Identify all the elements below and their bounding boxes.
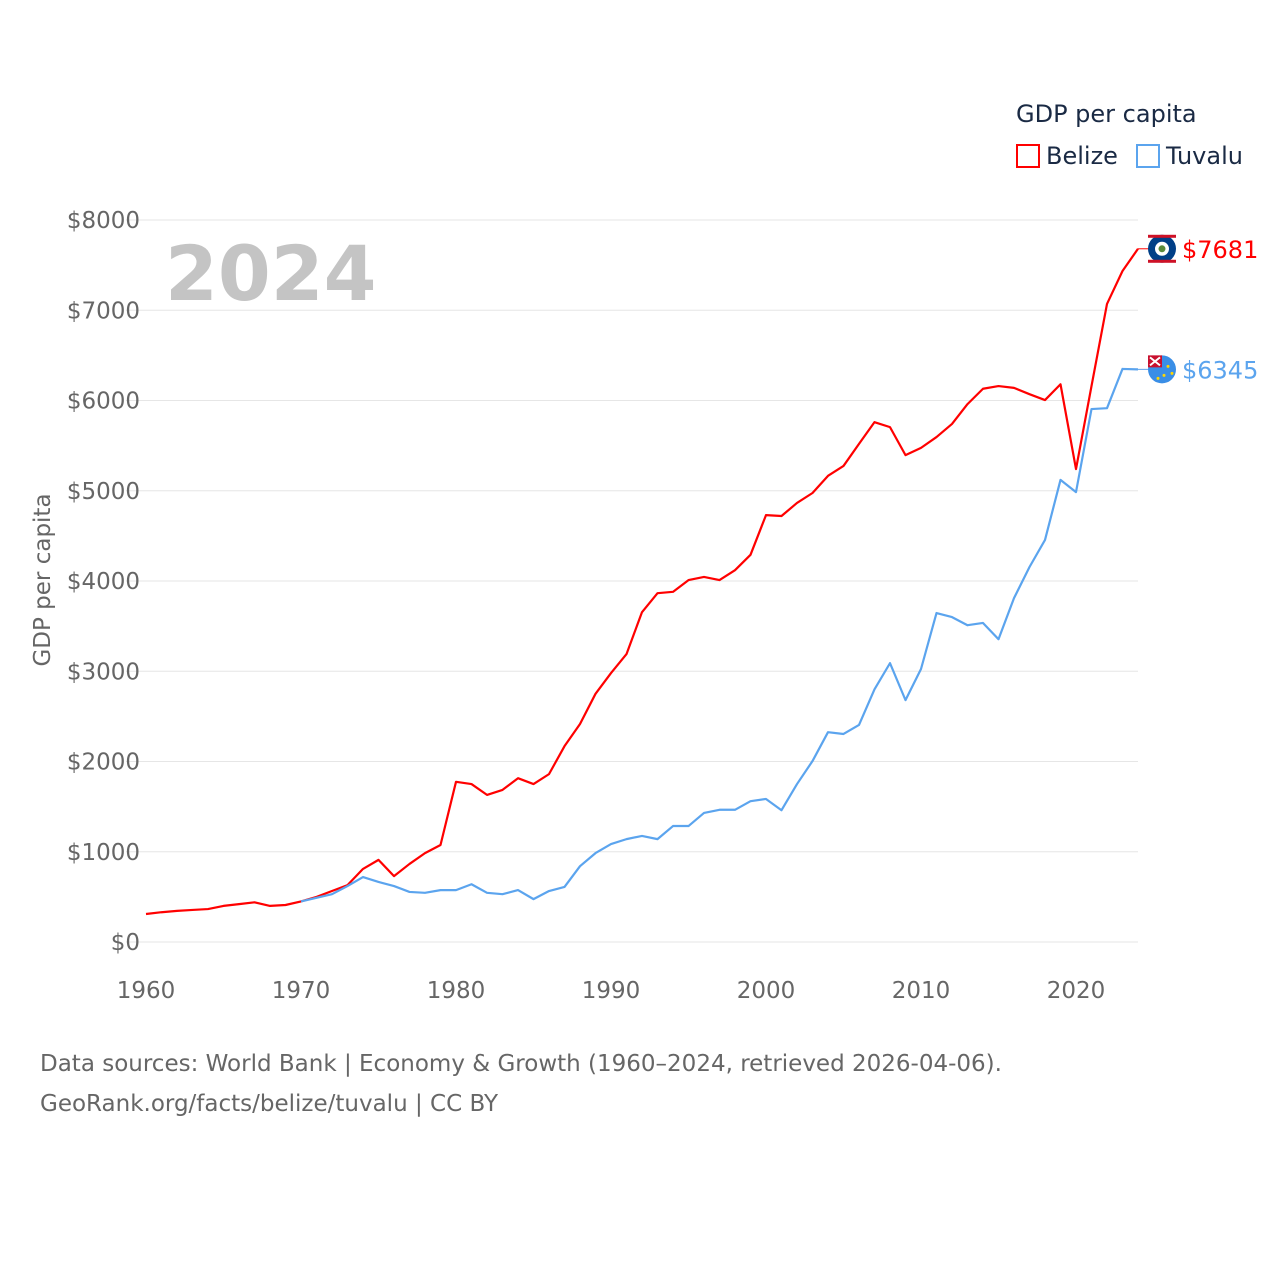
x-tick-label: 1980 <box>427 978 486 1004</box>
legend-item-belize[interactable]: Belize <box>1016 142 1118 170</box>
x-tick-label: 1990 <box>582 978 641 1004</box>
legend: Belize Tuvalu <box>1016 142 1243 170</box>
y-tick-label: $6000 <box>67 389 140 415</box>
legend-label: Belize <box>1046 142 1118 170</box>
x-tick-label: 1970 <box>272 978 331 1004</box>
x-tick-label: 2010 <box>892 978 951 1004</box>
source-line: Data sources: World Bank | Economy & Gro… <box>40 1051 1002 1077</box>
legend-item-tuvalu[interactable]: Tuvalu <box>1135 142 1243 170</box>
source-note: Data sources: World Bank | Economy & Gro… <box>40 1044 1002 1124</box>
y-tick-label: $2000 <box>67 750 140 776</box>
end-value-label: $7681 <box>1182 236 1258 264</box>
x-tick-label: 2020 <box>1047 978 1106 1004</box>
y-tick-label: $1000 <box>67 840 140 866</box>
flag-tuvalu-icon <box>1148 355 1176 384</box>
series-line-tuvalu <box>300 367 1139 903</box>
end-value-label: $6345 <box>1182 356 1258 384</box>
y-axis-label: GDP per capita <box>30 493 56 666</box>
y-tick-label: $7000 <box>67 298 140 324</box>
y-tick-label: $5000 <box>67 479 140 505</box>
legend-title: GDP per capita <box>1016 100 1197 128</box>
source-link[interactable]: GeoRank.org/facts/belize/tuvalu | CC BY <box>40 1091 499 1117</box>
legend-label: Tuvalu <box>1165 142 1243 170</box>
y-tick-label: $0 <box>111 930 140 956</box>
year-label: 2024 <box>165 229 377 318</box>
y-tick-label: $3000 <box>67 659 140 685</box>
x-tick-label: 2000 <box>737 978 796 1004</box>
y-tick-label: $8000 <box>67 208 140 234</box>
x-tick-label: 1960 <box>117 978 176 1004</box>
y-tick-label: $4000 <box>67 569 140 595</box>
legend-swatch <box>1135 144 1160 168</box>
legend-swatch <box>1016 144 1040 168</box>
flag-belize-icon <box>1148 234 1176 263</box>
